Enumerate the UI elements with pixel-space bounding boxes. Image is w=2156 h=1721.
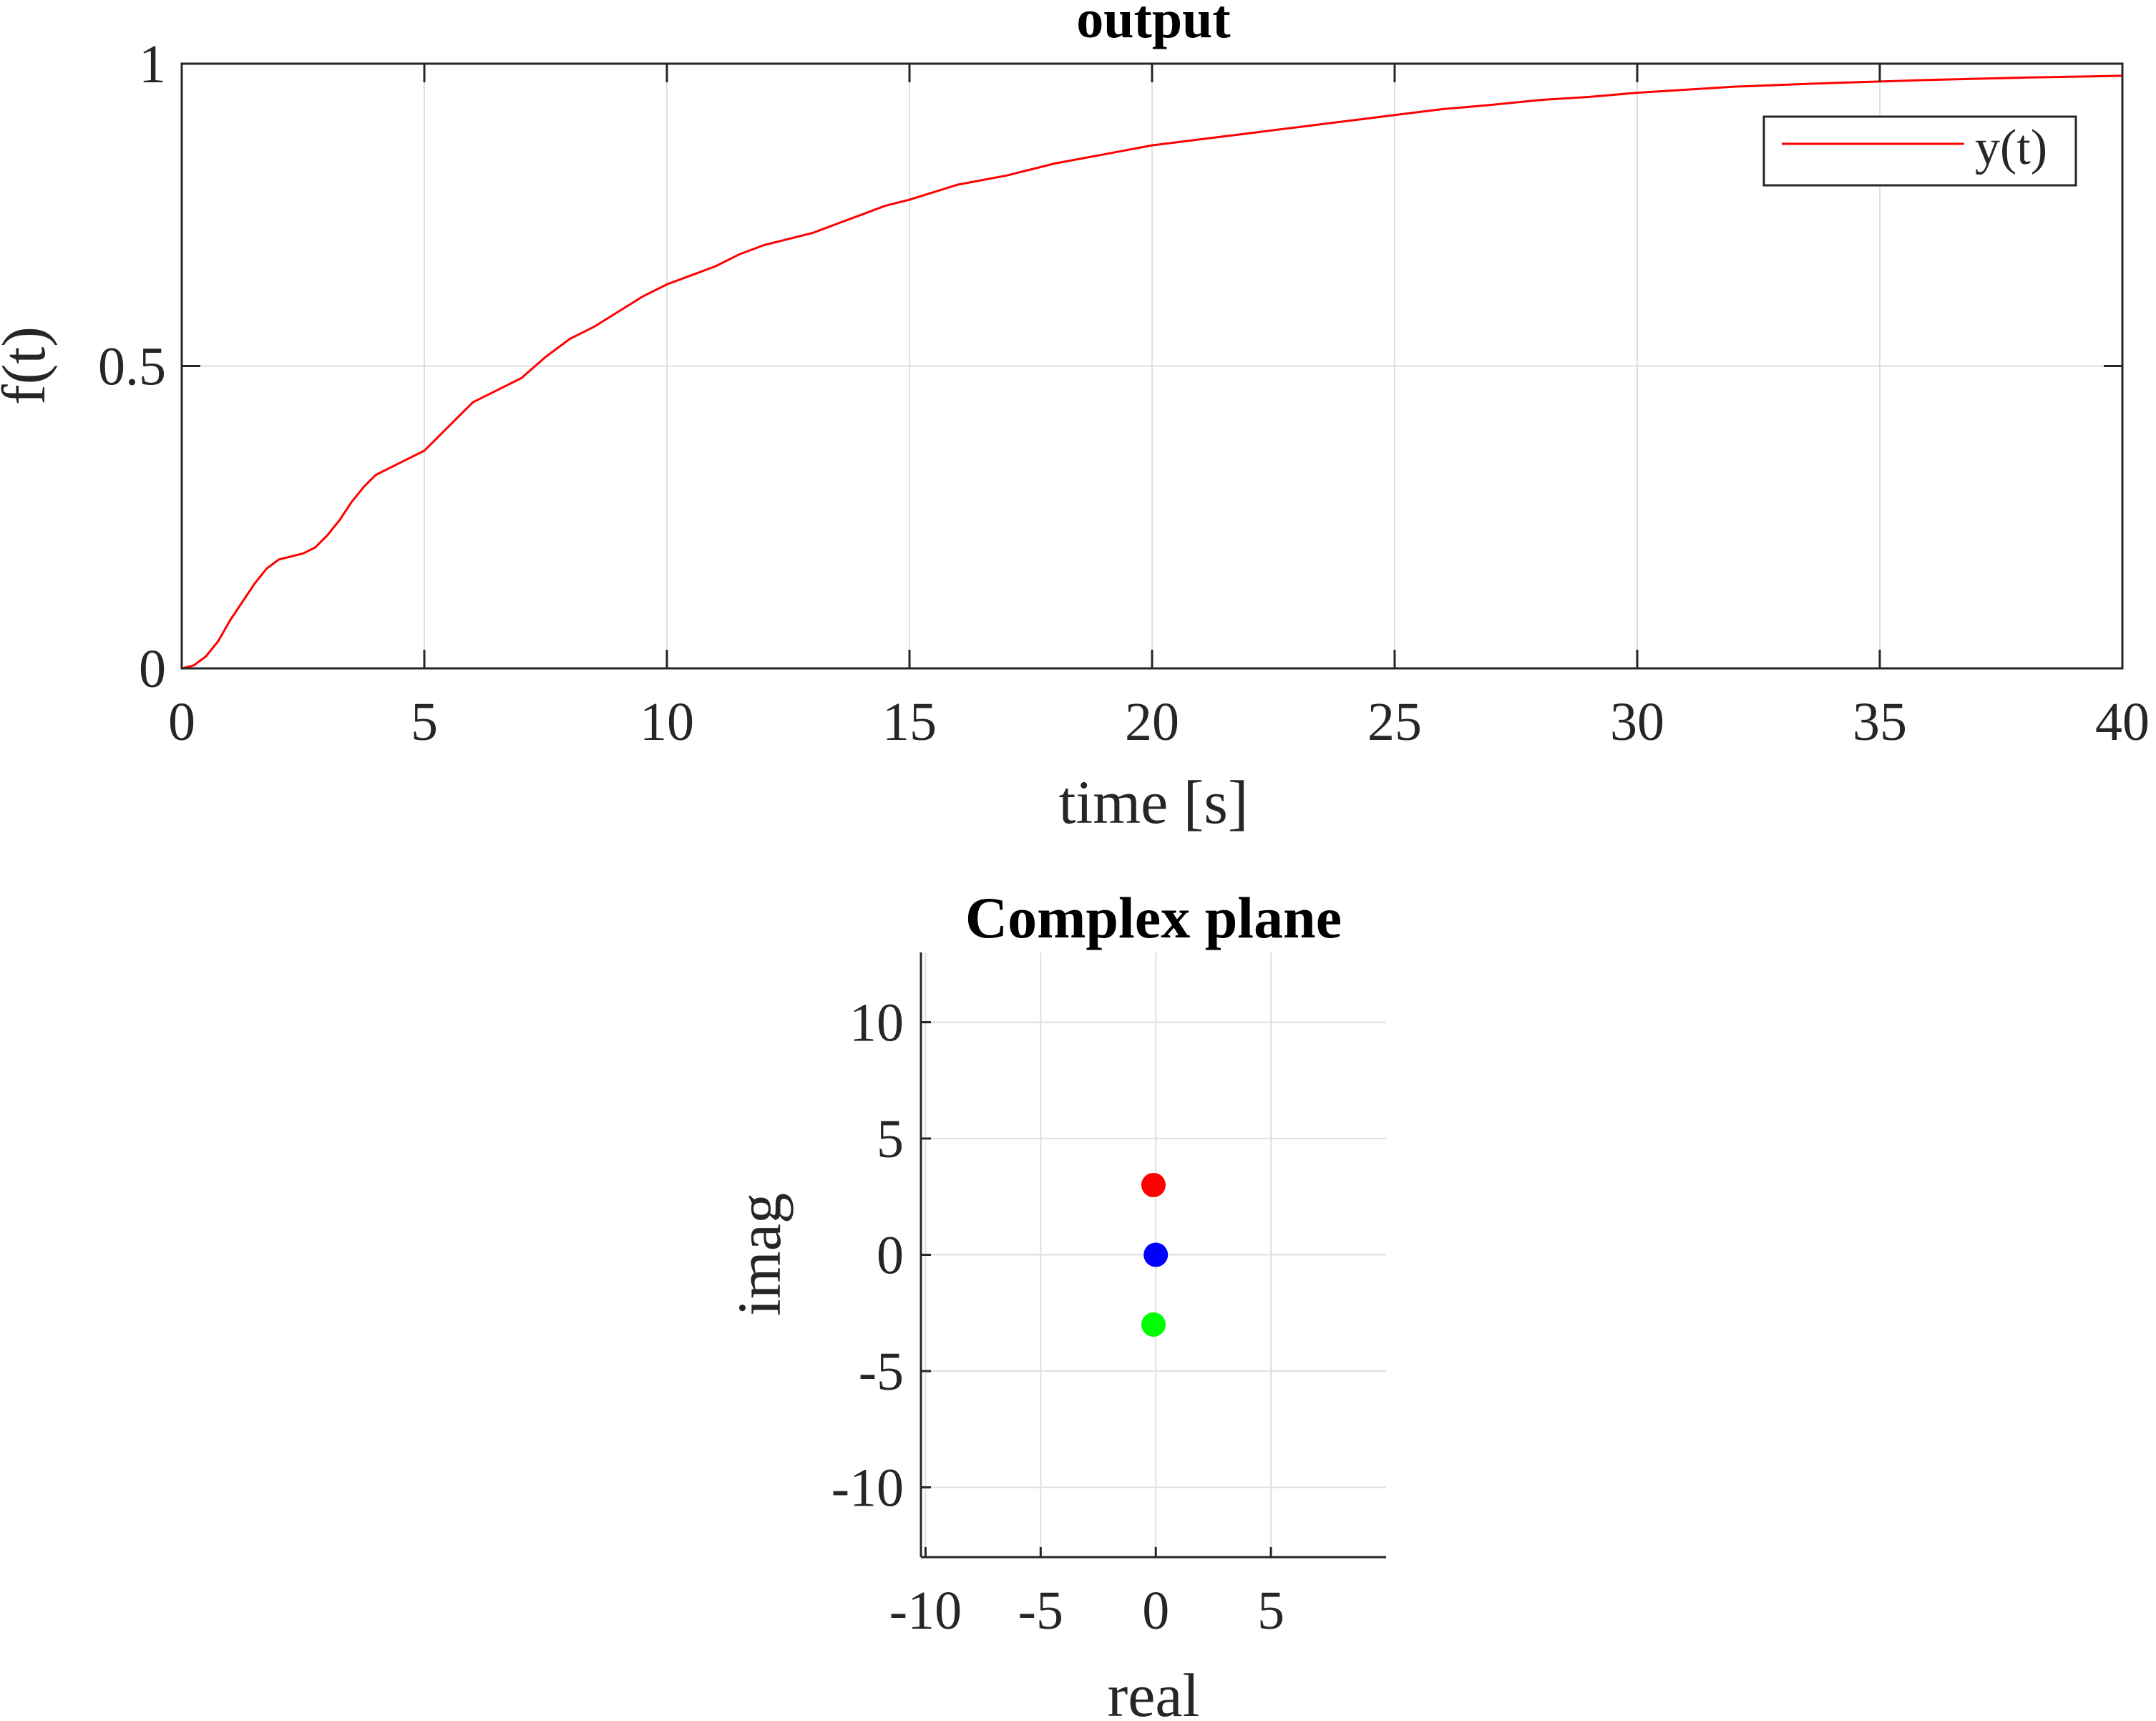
output-y-axis-label: f(t) — [0, 326, 58, 405]
y-t-series-line — [181, 74, 2123, 670]
output-x-tick-label: 25 — [1367, 692, 1422, 752]
complex-y-tick-label: 0 — [877, 1226, 904, 1286]
output-y-tick-label: 1 — [139, 34, 166, 94]
legend-box — [1762, 115, 2077, 187]
output-x-tick-label: 10 — [640, 692, 694, 752]
output-x-tick-label: 20 — [1125, 692, 1179, 752]
complex-y-tick-label: 5 — [877, 1109, 904, 1169]
complex-x-tick-label: -10 — [889, 1581, 962, 1641]
complex-plane-ticks: -10 -5 0 5 10 5 0 -5 -10 — [831, 993, 1284, 1642]
complex-plane-points — [1141, 1173, 1169, 1337]
complex-x-tick-label: 5 — [1257, 1581, 1284, 1641]
output-y-tick-label: 0.5 — [98, 337, 166, 397]
complex-y-tick-label: -10 — [831, 1458, 904, 1518]
complex-plane-x-axis-label: real — [1108, 1661, 1200, 1721]
complex-plane-point — [1141, 1173, 1166, 1197]
output-x-tick-label: 30 — [1610, 692, 1664, 752]
output-plot: 0 5 10 15 20 25 30 35 40 0 0.5 1 output time [s] f(… — [0, 0, 2150, 837]
output-x-axis-label: time [s] — [1058, 768, 1248, 837]
complex-y-tick-label: -5 — [859, 1342, 904, 1402]
complex-plane-point — [1141, 1312, 1166, 1337]
legend-label-y-t: y(t) — [1975, 120, 2047, 175]
complex-x-tick-label: 0 — [1142, 1581, 1169, 1641]
output-x-tick-label: 40 — [2095, 692, 2150, 752]
complex-plane-plot: -10 -5 0 5 10 5 0 -5 -10 Complex plane real imag — [725, 885, 1386, 1721]
output-ticks: 0 5 10 15 20 25 30 35 40 0 0.5 1 — [98, 34, 2150, 752]
output-title: output — [1076, 0, 1230, 49]
output-x-tick-label: 0 — [168, 692, 195, 752]
output-x-tick-label: 15 — [882, 692, 937, 752]
complex-plane-point — [1143, 1242, 1169, 1267]
complex-x-tick-label: -5 — [1018, 1581, 1063, 1641]
complex-y-tick-label: 10 — [849, 993, 904, 1053]
legend: y(t) — [1762, 115, 2077, 187]
complex-plane-title: Complex plane — [965, 885, 1342, 950]
output-y-tick-label: 0 — [139, 639, 166, 699]
output-x-tick-label: 35 — [1853, 692, 1907, 752]
complex-plane-grid — [921, 952, 1386, 1557]
complex-plane-y-axis-label: imag — [725, 1193, 794, 1316]
output-x-tick-label: 5 — [411, 692, 438, 752]
